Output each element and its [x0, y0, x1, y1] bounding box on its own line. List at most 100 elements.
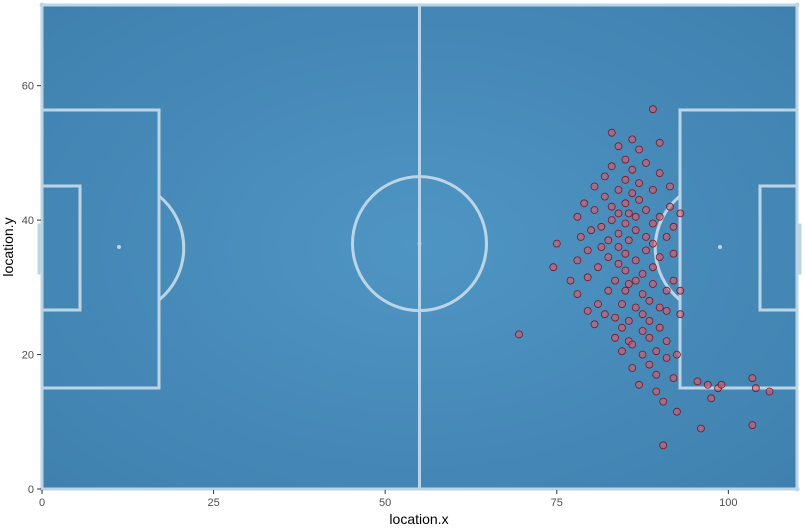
shot-point — [611, 276, 619, 285]
shot-point — [600, 192, 609, 201]
shot-point — [662, 286, 671, 295]
shot-point — [580, 199, 589, 208]
shot-point — [662, 353, 671, 362]
shot-point — [655, 253, 664, 262]
shot-point — [748, 374, 757, 383]
shot-point — [638, 290, 647, 299]
shot-point — [621, 219, 630, 228]
shot-point — [624, 280, 633, 288]
shot-point — [631, 276, 640, 285]
shot-point — [676, 286, 685, 295]
shot-point — [583, 273, 592, 282]
shot-point — [587, 226, 595, 235]
shot-point — [604, 286, 613, 295]
shot-point — [583, 246, 592, 255]
shot-point — [703, 380, 712, 389]
shot-point — [621, 155, 630, 164]
shot-point — [597, 222, 606, 231]
shot-point — [655, 323, 664, 332]
shot-point — [607, 128, 616, 137]
shot-point — [649, 263, 657, 272]
shot-point — [693, 377, 702, 386]
shot-point — [566, 276, 575, 285]
shot-point — [638, 350, 647, 359]
right-penalty-spot — [718, 245, 722, 249]
shot-point — [631, 226, 640, 235]
shot-point — [659, 397, 668, 406]
shot-point — [628, 364, 637, 372]
shot-point — [631, 212, 640, 221]
y-tick-label: 40 — [22, 215, 34, 227]
shot-point — [642, 232, 650, 241]
x-tick-label: 100 — [719, 497, 737, 509]
shot-point — [631, 303, 640, 312]
shot-point — [611, 313, 619, 322]
x-axis: 0 25 50 75 100 — [39, 490, 738, 509]
shot-point — [642, 159, 650, 167]
shot-point — [576, 232, 585, 241]
shot-point — [552, 239, 561, 248]
shot-point — [652, 347, 661, 356]
shot-point — [765, 387, 774, 396]
shot-point — [666, 182, 674, 191]
shot-point — [549, 263, 558, 272]
shot-point — [628, 165, 637, 174]
shot-point — [624, 236, 633, 245]
shot-point — [662, 306, 671, 315]
corner-mark — [794, 2, 800, 8]
y-tick-label: 0 — [28, 484, 34, 496]
shot-point — [628, 189, 637, 198]
shot-point — [624, 316, 633, 325]
shot-point — [618, 347, 626, 356]
shot-point — [642, 206, 650, 214]
shot-point — [652, 370, 661, 379]
x-tick-label: 0 — [39, 497, 45, 509]
left-penalty-spot — [117, 245, 121, 249]
shot-point — [621, 266, 630, 275]
shot-point — [669, 222, 678, 231]
shot-point — [600, 310, 609, 319]
shot-point — [652, 387, 661, 396]
y-axis-title: location.y — [0, 217, 16, 276]
shot-point — [614, 259, 623, 268]
shot-point — [583, 306, 592, 315]
corner-mark — [794, 486, 800, 492]
shot-point — [573, 256, 582, 265]
left-penalty-arc — [158, 194, 186, 302]
shot-point — [628, 340, 637, 349]
shot-point — [649, 105, 657, 114]
shot-point — [594, 263, 602, 272]
shot-point — [642, 246, 650, 255]
shot-point — [635, 145, 643, 154]
corner-mark — [39, 486, 45, 492]
shot-point — [649, 280, 657, 288]
shot-point — [614, 142, 623, 151]
shot-point — [676, 310, 685, 319]
shot-point — [607, 162, 616, 171]
shot-point — [611, 333, 619, 342]
shot-point — [590, 320, 599, 329]
shot-point — [655, 138, 664, 147]
centre-circle — [351, 175, 488, 313]
x-axis-title: location.x — [389, 511, 448, 527]
shot-point — [645, 316, 654, 325]
shot-point — [635, 380, 643, 389]
y-axis: 0 20 40 60 — [22, 81, 41, 496]
plot-panel — [37, 2, 802, 492]
shot-point — [655, 212, 664, 221]
shot-point — [607, 202, 616, 211]
shot-point — [573, 212, 582, 221]
shot-point — [707, 394, 716, 403]
shot-point — [676, 209, 685, 218]
shot-point — [618, 323, 626, 332]
shot-point — [614, 185, 623, 194]
x-tick-label: 50 — [379, 497, 391, 509]
shot-point — [631, 256, 640, 265]
shot-point — [590, 206, 599, 214]
shot-point — [645, 360, 654, 369]
shot-point — [649, 239, 657, 248]
shot-point — [662, 337, 671, 346]
shot-point — [628, 135, 637, 144]
x-tick-label: 75 — [551, 497, 563, 509]
